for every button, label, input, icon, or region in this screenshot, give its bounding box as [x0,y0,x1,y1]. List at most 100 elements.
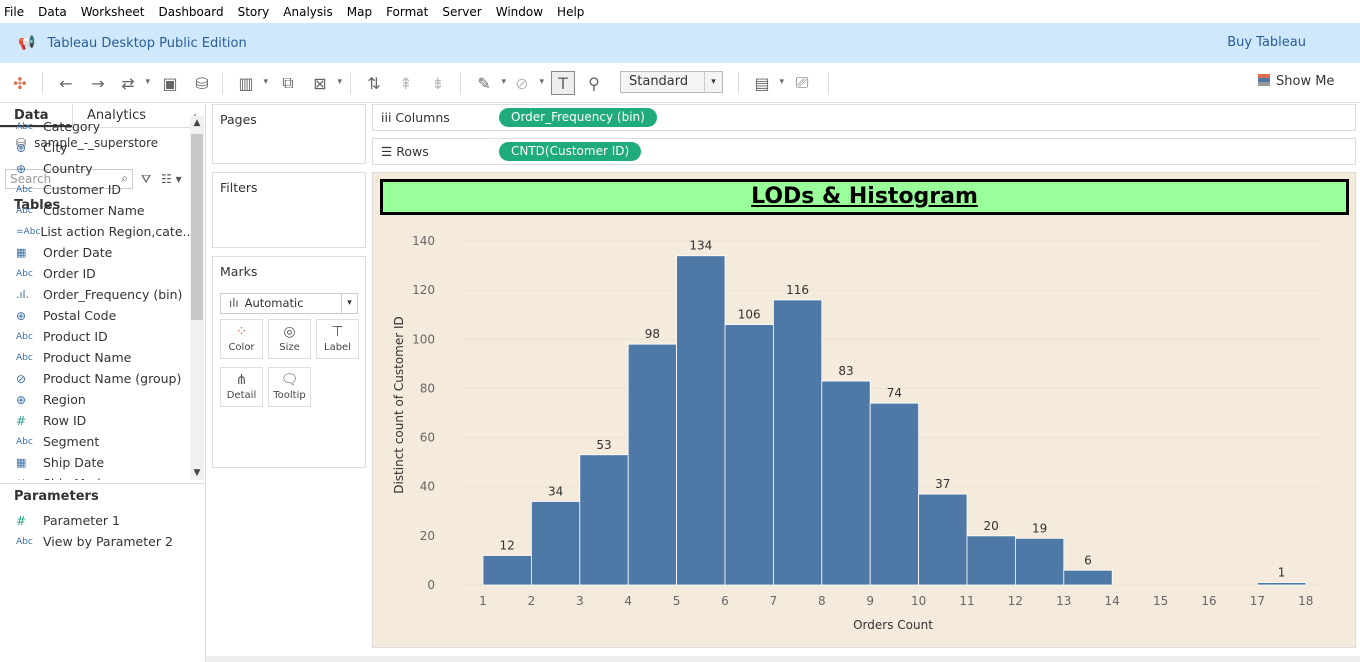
data-source[interactable]: ⛁ sample_-_superstore [0,128,205,158]
tableau-logo-icon[interactable]: ✣ [13,73,27,93]
histogram-bar [1257,582,1307,586]
x-tick-label: 5 [673,594,681,608]
detail-label: Detail [226,390,257,401]
filters-card[interactable]: Filters [212,172,366,248]
menu-item-data[interactable]: Data [38,4,67,19]
menu-item-analysis[interactable]: Analysis [283,4,333,19]
save-icon[interactable]: ▣ [162,73,178,93]
field-item[interactable]: Abc Segment [0,431,190,452]
field-item[interactable]: ▦ Ship Date [0,452,190,473]
columns-pill[interactable]: Order_Frequency (bin) [499,108,657,127]
bar-value-label: 12 [500,539,515,553]
label-button[interactable]: ⊤ Label [316,319,359,359]
group-members-icon[interactable]: ⊘ [510,71,544,95]
filter-icon[interactable]: ⛛ [141,171,152,186]
marks-card: Marks ılı Automatic ▾ ⁘ Color ◎ Size ⊤ Label… [212,256,366,468]
fit-select[interactable]: Standard ▾ [620,71,723,93]
fit-select-value: Standard [629,74,689,89]
field-type-icon: ⊕ [16,161,27,176]
histogram-bar [482,555,532,586]
pages-card[interactable]: Pages [212,104,366,164]
field-item[interactable]: ⊕ City [0,137,190,158]
field-type-icon: Abc [16,121,33,132]
clear-sheet-icon[interactable]: ⊠ [308,71,342,95]
field-item[interactable]: Abc Category [0,116,190,137]
field-item[interactable]: ▦ Order Date [0,242,190,263]
x-tick-label: 11 [959,594,974,608]
field-item[interactable]: =Abc List action Region,cate... [0,221,190,242]
field-item[interactable]: .ıl. Order_Frequency (bin) [0,284,190,305]
x-tick-label: 13 [1056,594,1071,608]
fix-axes-icon[interactable]: ⚲ [588,73,600,93]
scroll-up-icon[interactable]: ▲ [193,118,201,128]
redo-icon[interactable]: → [91,73,105,93]
histogram-bar [918,493,968,586]
columns-shelf[interactable]: iii Columns Order_Frequency (bin) [372,104,1356,131]
field-name: Order ID [43,266,96,281]
menu-item-server[interactable]: Server [442,4,482,19]
mark-type-select[interactable]: ılı Automatic ▾ [220,293,358,314]
field-list-scrollbar[interactable]: ▲ ▼ [190,116,204,480]
menu-item-story[interactable]: Story [237,4,270,19]
parameter-item[interactable]: # Parameter 1 [0,510,205,531]
bar-value-label: 98 [645,327,660,341]
menu-item-map[interactable]: Map [346,4,373,19]
new-worksheet-icon[interactable]: ▥ [234,71,268,95]
tooltip-button[interactable]: 🗨 Tooltip [268,367,311,407]
parameter-item[interactable]: Abc View by Parameter 2 [0,531,205,552]
show-me-button[interactable]: Show Me [1258,74,1334,89]
menu-item-file[interactable]: File [4,4,25,19]
tab-analytics[interactable]: Analytics [72,104,182,127]
scroll-down-icon[interactable]: ▼ [193,468,201,478]
duplicate-sheet-icon[interactable]: ⧉ [282,73,294,92]
color-button[interactable]: ⁘ Color [220,319,263,359]
field-type-icon: Abc [16,479,43,481]
new-datasource-icon[interactable]: ⛁ [195,73,209,93]
presentation-mode-icon[interactable]: ⎚ [795,73,809,92]
columns-icon: iii [381,110,392,125]
field-item[interactable]: Abc Customer ID [0,179,190,200]
field-item[interactable]: ⊘ Product Name (group) [0,368,190,389]
detail-button[interactable]: ⋔ Detail [220,367,263,407]
x-tick-label: 8 [818,594,826,608]
field-name: Ship Date [43,455,105,470]
search-input[interactable]: Search ⌕ [5,169,133,189]
field-item[interactable]: Abc Product ID [0,326,190,347]
parameter-name: View by Parameter 2 [43,534,173,549]
rows-shelf[interactable]: ☰ Rows CNTD(Customer ID) [372,138,1356,165]
menu-item-worksheet[interactable]: Worksheet [80,4,145,19]
view-list-icon[interactable]: ☷ ▾ [161,172,182,186]
buy-tableau-link[interactable]: Buy Tableau [1227,35,1306,50]
x-tick-label: 14 [1105,594,1120,608]
histogram-bar [579,454,629,586]
show-mark-labels-icon[interactable]: T [551,71,575,95]
replay-icon[interactable]: ⇄ [116,71,150,95]
highlight-icon[interactable]: ✎ [472,71,506,95]
toolbar-separator [222,72,223,94]
bar-chart-icon: ılı [229,296,239,310]
sort-ascending-icon[interactable]: ⇞ [399,73,413,93]
detail-icon: ⋔ [235,372,248,388]
scroll-thumb[interactable] [191,134,203,320]
menu-item-help[interactable]: Help [557,4,585,19]
x-tick-label: 9 [866,594,874,608]
field-item[interactable]: # Row ID [0,410,190,431]
field-item[interactable]: Abc Product Name [0,347,190,368]
field-item[interactable]: ⊕ Postal Code [0,305,190,326]
menu-item-dashboard[interactable]: Dashboard [158,4,224,19]
swap-rows-columns-icon[interactable]: ⇅ [367,73,381,93]
field-item[interactable]: AbcShip Mode [0,473,190,480]
show-cards-icon[interactable]: ▤ [750,71,784,95]
size-button[interactable]: ◎ Size [268,319,311,359]
field-item[interactable]: ⊕ Region [0,389,190,410]
pages-card-title: Pages [220,112,257,127]
sort-descending-icon[interactable]: ⇟ [431,73,445,93]
field-item[interactable]: ⊕ Country [0,158,190,179]
menu-item-window[interactable]: Window [495,4,544,19]
tab-data[interactable]: Data [0,104,72,127]
rows-pill[interactable]: CNTD(Customer ID) [499,142,642,161]
field-item[interactable]: Abc Order ID [0,263,190,284]
menu-item-format[interactable]: Format [386,4,429,19]
field-item[interactable]: Abc Customer Name [0,200,190,221]
undo-icon[interactable]: ← [59,73,73,93]
